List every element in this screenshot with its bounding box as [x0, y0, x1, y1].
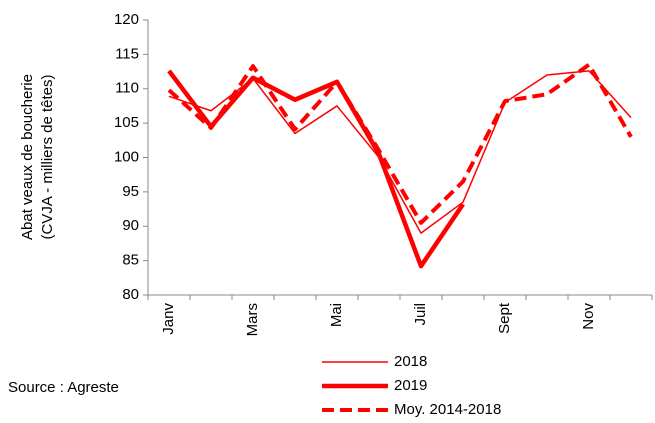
y-tick-label: 105: [114, 114, 139, 131]
x-tick-label: Nov: [580, 303, 597, 330]
y-axis-label: (CVJA - milliers de têtes): [39, 74, 56, 239]
legend-label: Moy. 2014-2018: [394, 401, 501, 418]
y-tick-label: 90: [122, 217, 139, 234]
legend-label: 2018: [394, 353, 427, 370]
source: Source : Agreste: [8, 379, 119, 396]
x-tick-label: Mai: [328, 303, 345, 327]
y-tick-label: 110: [115, 80, 139, 97]
series-line: [167, 62, 633, 225]
y-tick-label: 80: [122, 286, 139, 303]
series-line: [167, 69, 465, 269]
x-tick-label: Sept: [496, 302, 513, 334]
y-tick-label: 95: [122, 183, 139, 200]
y-axis-label: Abat veaux de boucherie: [19, 74, 36, 240]
y-tick-label: 100: [114, 148, 139, 165]
x-tick-label: Mars: [244, 303, 261, 336]
x-tick-label: Juil: [412, 303, 429, 326]
y-tick-label: 120: [114, 11, 139, 28]
x-tick-label: Janv: [160, 303, 177, 335]
y-tick-label: 85: [122, 252, 139, 269]
y-tick-label: 115: [115, 45, 139, 62]
legend-label: 2019: [394, 377, 427, 394]
